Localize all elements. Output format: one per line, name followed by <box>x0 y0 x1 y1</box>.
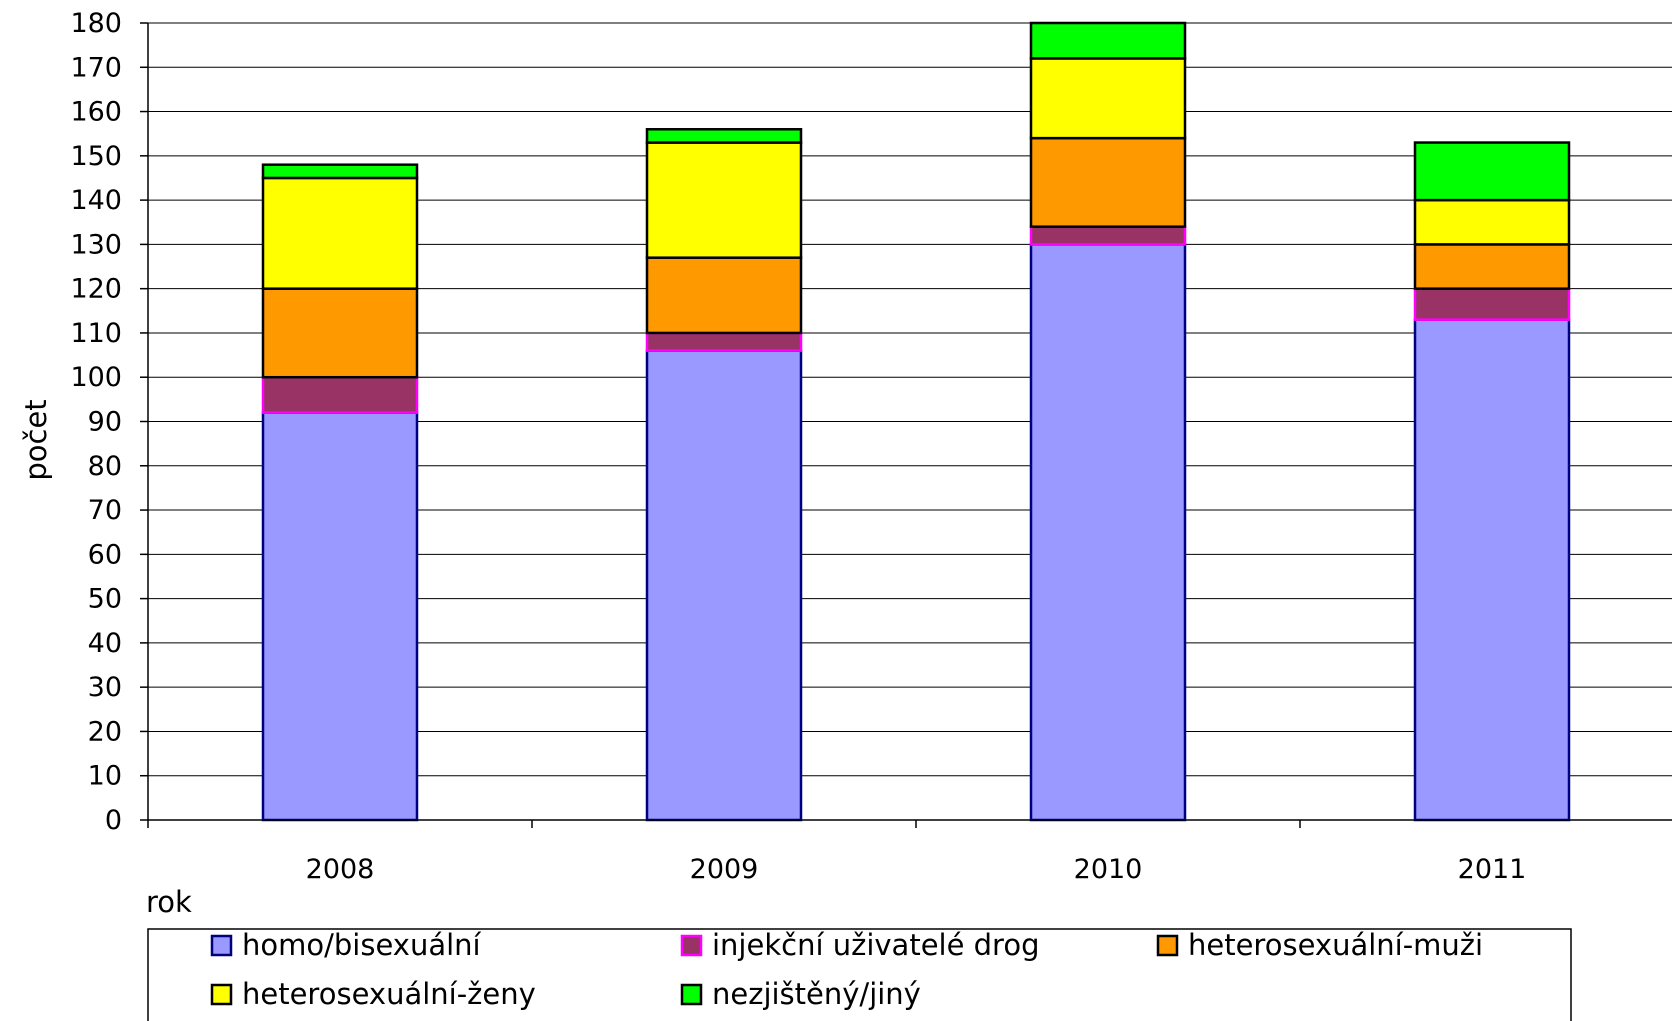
bar-segment <box>1029 243 1187 822</box>
legend-swatch <box>680 934 703 957</box>
x-tick-label: 2011 <box>1458 854 1527 885</box>
bar-segment <box>645 128 803 144</box>
y-tick-label: 160 <box>70 97 122 128</box>
bar-segment <box>645 349 803 822</box>
legend-label: heterosexuální-ženy <box>242 977 536 1011</box>
y-tick-label: 20 <box>88 716 122 747</box>
bar-segment <box>1029 225 1187 246</box>
y-tick-label: 150 <box>70 141 122 172</box>
y-tick-label: 10 <box>88 761 122 792</box>
y-tick-labels: 0 10 20 30 40 50 60 70 80 90 100 110 120 130 140 150 160… <box>70 8 122 836</box>
y-tick-label: 100 <box>70 362 122 393</box>
legend-swatch <box>210 983 233 1006</box>
legend-swatch <box>210 934 233 957</box>
y-tick-label: 90 <box>88 407 122 438</box>
y-tick-label: 60 <box>88 539 122 570</box>
legend-label: heterosexuální-muži <box>1188 928 1483 962</box>
x-axis-title: rok <box>146 885 192 919</box>
legend-label: nezjištěný/jiný <box>712 977 921 1011</box>
x-tick-label: 2009 <box>690 854 759 885</box>
y-tick-label: 180 <box>70 8 122 39</box>
bar-stack-2008 <box>261 163 419 822</box>
legend-label: homo/bisexuální <box>242 928 482 962</box>
legend-label: injekční uživatelé drog <box>712 928 1040 962</box>
x-tick-label: 2010 <box>1074 854 1143 885</box>
bar-segment <box>1029 21 1187 60</box>
bar-segment <box>645 256 803 335</box>
bar-segment <box>261 375 419 414</box>
y-tick-label: 170 <box>70 52 122 83</box>
bar-segment <box>1029 57 1187 140</box>
y-tick-label: 40 <box>88 628 122 659</box>
bar-segment <box>645 141 803 259</box>
y-axis-title: počet <box>19 399 53 480</box>
bar-segment <box>261 411 419 822</box>
bar-segment <box>1413 243 1571 290</box>
bar-stack-2011 <box>1413 141 1571 822</box>
x-tick-labels: 2008 2009 2010 2011 <box>306 854 1527 885</box>
x-tick-label: 2008 <box>306 854 375 885</box>
y-tick-label: 70 <box>88 495 122 526</box>
y-tick-label: 110 <box>70 318 122 349</box>
bar-segment <box>1413 318 1571 822</box>
bar-segment <box>261 176 419 290</box>
bar-segment <box>1413 198 1571 246</box>
y-tick-label: 80 <box>88 451 122 482</box>
y-tick-label: 120 <box>70 274 122 305</box>
legend-swatch <box>680 983 703 1006</box>
y-tick-label: 130 <box>70 229 122 260</box>
y-tick-label: 140 <box>70 185 122 216</box>
legend-swatch <box>1156 934 1179 957</box>
legend: homo/bisexuální injekční uživatelé drog he… <box>147 928 1572 1021</box>
bars <box>261 21 1571 822</box>
bar-segment <box>1029 136 1187 228</box>
bar-segment <box>261 163 419 180</box>
bar-segment <box>261 287 419 379</box>
axes <box>140 22 1672 828</box>
y-tick-label: 0 <box>105 805 122 836</box>
bar-segment <box>1413 141 1571 202</box>
y-tick-label: 50 <box>88 584 122 615</box>
legend-frame <box>147 928 1572 1021</box>
bar-stack-2010 <box>1029 21 1187 822</box>
bar-segment <box>645 331 803 352</box>
y-tick-label: 30 <box>88 672 122 703</box>
bar-stack-2009 <box>645 128 803 822</box>
bar-segment <box>1413 287 1571 321</box>
